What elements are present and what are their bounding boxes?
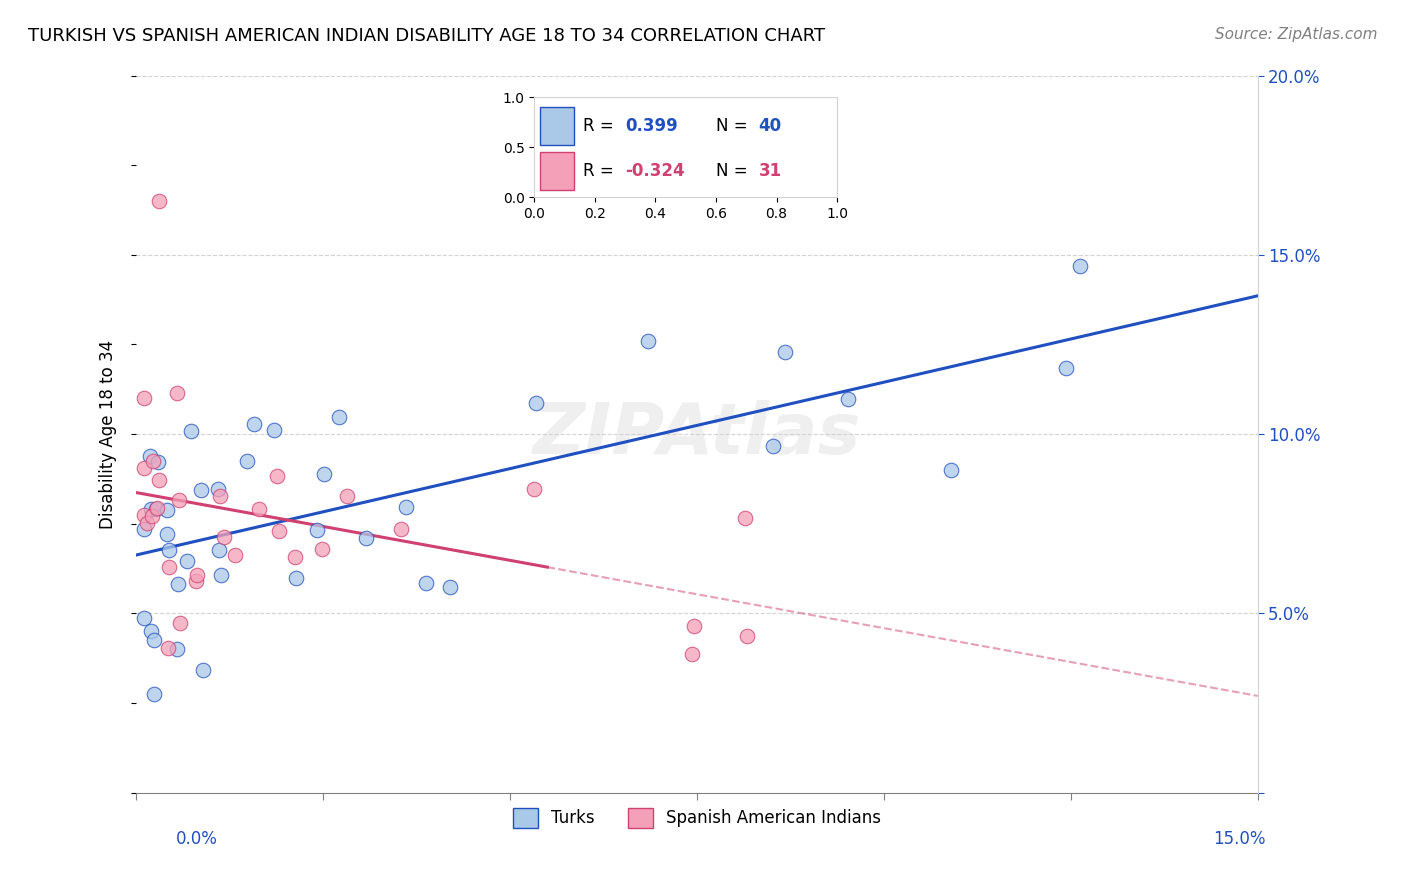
Point bbox=[145, 502, 167, 516]
Point bbox=[169, 616, 191, 631]
Point bbox=[311, 542, 333, 557]
Point bbox=[1054, 361, 1077, 376]
Point bbox=[166, 642, 188, 657]
Point bbox=[1069, 259, 1091, 273]
Point bbox=[180, 424, 202, 438]
Point bbox=[138, 450, 160, 464]
Point bbox=[132, 522, 155, 536]
Point bbox=[637, 334, 659, 349]
Point bbox=[247, 502, 270, 516]
Text: 0.0%: 0.0% bbox=[176, 830, 218, 847]
Y-axis label: Disability Age 18 to 34: Disability Age 18 to 34 bbox=[100, 340, 117, 529]
Point bbox=[141, 624, 163, 638]
Point bbox=[762, 439, 785, 453]
Point bbox=[191, 663, 214, 677]
Point bbox=[207, 483, 229, 497]
Point bbox=[775, 345, 797, 359]
Point bbox=[939, 463, 962, 477]
Point bbox=[157, 542, 180, 557]
Point bbox=[285, 571, 308, 585]
Point bbox=[837, 392, 859, 406]
Point bbox=[209, 567, 232, 582]
Point bbox=[439, 580, 461, 594]
Point bbox=[214, 530, 236, 544]
Point bbox=[145, 500, 167, 515]
Point bbox=[190, 483, 212, 498]
Point bbox=[141, 509, 163, 524]
Point bbox=[148, 473, 170, 487]
Point bbox=[681, 647, 703, 661]
Point bbox=[166, 386, 188, 401]
Point bbox=[143, 687, 166, 701]
Text: ZIPAtlas: ZIPAtlas bbox=[533, 400, 862, 468]
Point bbox=[284, 549, 307, 564]
Point bbox=[267, 524, 290, 539]
Point bbox=[389, 522, 412, 536]
Point bbox=[156, 640, 179, 655]
Point bbox=[142, 454, 165, 468]
Point bbox=[312, 467, 335, 482]
Text: 15.0%: 15.0% bbox=[1213, 830, 1265, 847]
Point bbox=[266, 469, 288, 483]
Text: TURKISH VS SPANISH AMERICAN INDIAN DISABILITY AGE 18 TO 34 CORRELATION CHART: TURKISH VS SPANISH AMERICAN INDIAN DISAB… bbox=[28, 27, 825, 45]
Point bbox=[415, 575, 437, 590]
Point bbox=[186, 567, 208, 582]
Point bbox=[224, 548, 246, 562]
Legend: Turks, Spanish American Indians: Turks, Spanish American Indians bbox=[506, 801, 889, 835]
Point bbox=[135, 516, 157, 531]
Point bbox=[132, 611, 155, 625]
Point bbox=[186, 574, 208, 588]
Point bbox=[735, 628, 758, 642]
Point bbox=[354, 531, 377, 545]
Point bbox=[132, 460, 155, 475]
Point bbox=[328, 409, 350, 424]
Point bbox=[159, 560, 181, 574]
Point bbox=[209, 489, 232, 503]
Point bbox=[132, 392, 155, 406]
Point bbox=[305, 523, 328, 537]
Point bbox=[146, 455, 169, 469]
Point bbox=[683, 619, 706, 633]
Point bbox=[156, 502, 179, 516]
Point bbox=[235, 454, 257, 468]
Point bbox=[132, 508, 155, 523]
Point bbox=[143, 632, 166, 647]
Point bbox=[522, 483, 544, 497]
Point bbox=[207, 543, 229, 558]
Point bbox=[395, 500, 418, 514]
Point bbox=[141, 501, 163, 516]
Point bbox=[336, 489, 359, 503]
Point bbox=[156, 527, 179, 541]
Point bbox=[524, 396, 547, 410]
Point bbox=[263, 423, 285, 437]
Point bbox=[167, 577, 190, 591]
Point bbox=[148, 194, 170, 208]
Point bbox=[734, 510, 756, 524]
Point bbox=[176, 554, 198, 568]
Text: Source: ZipAtlas.com: Source: ZipAtlas.com bbox=[1215, 27, 1378, 42]
Point bbox=[167, 492, 190, 507]
Point bbox=[243, 417, 266, 431]
